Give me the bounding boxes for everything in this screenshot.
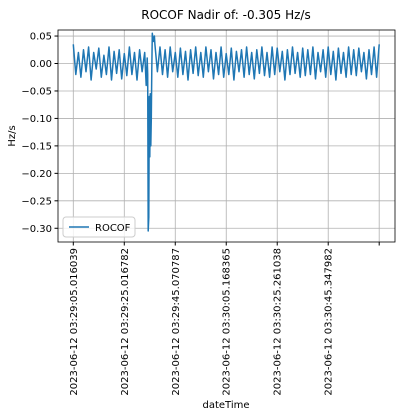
x-tick-label: 2023-06-12 03:29:45.070787 bbox=[171, 248, 182, 396]
x-tick-label: 2023-06-12 03:30:45.347982 bbox=[324, 248, 335, 396]
x-tick-label: 2023-06-12 03:30:05.168365 bbox=[222, 248, 233, 396]
y-tick-label: −0.25 bbox=[21, 196, 52, 207]
y-tick-label: 0.00 bbox=[30, 59, 52, 70]
line bbox=[72, 32, 380, 232]
y-axis-label: Hz/s bbox=[7, 125, 18, 146]
y-tick-label: −0.05 bbox=[21, 86, 52, 97]
x-axis-label: dateTime bbox=[202, 400, 249, 411]
legend-box bbox=[62, 216, 136, 238]
y-tick-label: −0.20 bbox=[21, 169, 52, 180]
y-tick-label: −0.15 bbox=[21, 141, 52, 152]
legend-label: ROCOF bbox=[95, 223, 131, 234]
x-tick-label: 2023-06-12 03:30:25.261038 bbox=[273, 248, 284, 396]
y-tick-label: −0.10 bbox=[21, 114, 52, 125]
x-tick-label: 2023-06-12 03:29:05.016039 bbox=[69, 248, 80, 396]
chart-title: ROCOF Nadir of: -0.305 Hz/s bbox=[141, 8, 310, 22]
y-tick-label: 0.05 bbox=[30, 32, 52, 43]
plot-frame bbox=[57, 29, 396, 243]
y-tick-label: −0.30 bbox=[21, 224, 52, 235]
x-tick-label: 2023-06-12 03:29:25.016782 bbox=[120, 248, 131, 396]
